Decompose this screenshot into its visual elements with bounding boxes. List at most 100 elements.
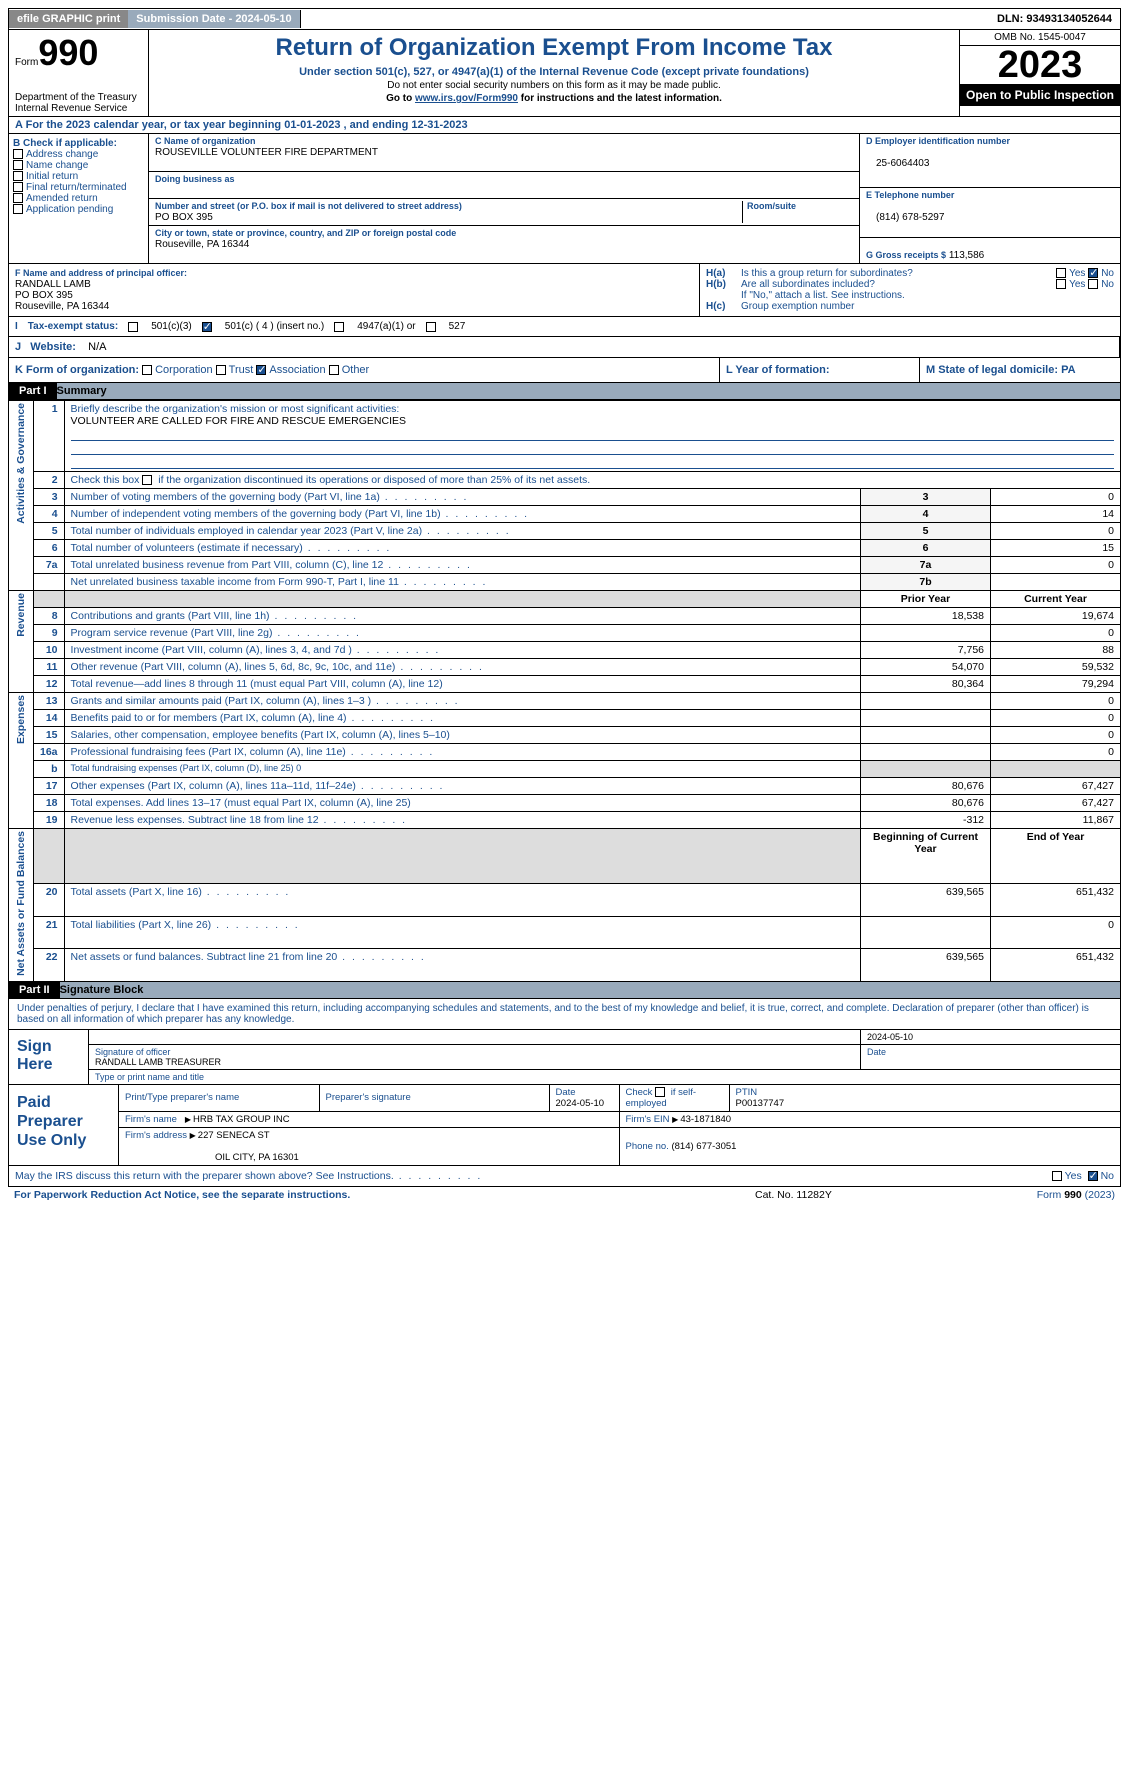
c14: 0 [991, 710, 1121, 727]
p14 [861, 710, 991, 727]
form-subtitle: Under section 501(c), 527, or 4947(a)(1)… [157, 66, 951, 78]
pra-notice: For Paperwork Reduction Act Notice, see … [14, 1189, 755, 1201]
l10: Investment income (Part VIII, column (A)… [64, 642, 860, 659]
chk-501c3[interactable] [128, 322, 138, 332]
dln: DLN: 93493134052644 [997, 13, 1120, 25]
chk-trust[interactable] [216, 365, 226, 375]
line-a-text: For the 2023 calendar year, or tax year … [26, 119, 468, 131]
chk-discuss-yes[interactable] [1052, 1171, 1062, 1181]
v3: 0 [991, 489, 1121, 506]
te-501c3: 501(c)(3) [151, 321, 192, 332]
discuss-row: May the IRS discuss this return with the… [8, 1166, 1121, 1187]
discuss-text: May the IRS discuss this return with the… [15, 1170, 1052, 1182]
gross-label: G Gross receipts $ [866, 250, 946, 260]
chk-527[interactable] [426, 322, 436, 332]
firm-phone-label: Phone no. [626, 1141, 669, 1152]
chk-ha-no[interactable] [1088, 268, 1098, 278]
line-a: A For the 2023 calendar year, or tax yea… [8, 117, 1121, 134]
website-row: J Website: N/A [8, 337, 1121, 358]
sig-date-label: Date [867, 1047, 886, 1057]
pt-self-emp: Check if self-employed [626, 1087, 697, 1109]
line-l: L Year of formation: [720, 358, 920, 382]
prior-year-hdr: Prior Year [861, 591, 991, 608]
k-trust: Trust [229, 364, 254, 376]
officer-street: PO BOX 395 [15, 290, 73, 301]
chk-501c[interactable] [202, 322, 212, 332]
p16a [861, 744, 991, 761]
org-name: ROUSEVILLE VOLUNTEER FIRE DEPARTMENT [155, 147, 378, 158]
l1-label: Briefly describe the organization's miss… [71, 403, 400, 415]
pt-sig-label: Preparer's signature [326, 1092, 411, 1103]
b21 [861, 916, 991, 948]
e21: 0 [991, 916, 1121, 948]
l22: Net assets or fund balances. Subtract li… [64, 949, 860, 982]
opt-amended-return: Amended return [26, 193, 98, 204]
c13: 0 [991, 693, 1121, 710]
signature-block: Under penalties of perjury, I declare th… [8, 999, 1121, 1085]
l11: Other revenue (Part VIII, column (A), li… [64, 659, 860, 676]
chk-final-return[interactable] [13, 182, 23, 192]
pt-date-label: Date [556, 1087, 576, 1098]
chk-other[interactable] [329, 365, 339, 375]
paid-preparer-label: Paid Preparer Use Only [9, 1085, 119, 1165]
chk-self-emp[interactable] [655, 1087, 665, 1097]
c16a: 0 [991, 744, 1121, 761]
summary-table: Activities & Governance 1 Briefly descri… [8, 400, 1121, 982]
v7b [991, 574, 1121, 591]
room-label: Room/suite [747, 201, 796, 211]
chk-hb-no[interactable] [1088, 279, 1098, 289]
k-other: Other [342, 364, 370, 376]
form-prefix: Form [15, 57, 38, 68]
goto-text: Go to [386, 93, 415, 104]
street: PO BOX 395 [155, 212, 213, 223]
chk-amended-return[interactable] [13, 193, 23, 203]
irs-link[interactable]: www.irs.gov/Form990 [415, 93, 518, 104]
c8: 19,674 [991, 608, 1121, 625]
phone-label: E Telephone number [866, 190, 954, 200]
chk-l2[interactable] [142, 475, 152, 485]
l17: Other expenses (Part IX, column (A), lin… [64, 778, 860, 795]
dba-label: Doing business as [155, 174, 235, 184]
chk-initial-return[interactable] [13, 171, 23, 181]
l8: Contributions and grants (Part VIII, lin… [64, 608, 860, 625]
firm-addr-label: Firm's address [125, 1130, 187, 1141]
b20: 639,565 [861, 884, 991, 916]
instructions-link-row: Go to www.irs.gov/Form990 for instructio… [157, 93, 951, 104]
box-f: F Name and address of principal officer:… [9, 264, 700, 316]
efile-print-btn[interactable]: efile GRAPHIC print [9, 10, 128, 28]
chk-address-change[interactable] [13, 149, 23, 159]
chk-ha-yes[interactable] [1056, 268, 1066, 278]
chk-corp[interactable] [142, 365, 152, 375]
opt-app-pending: Application pending [26, 204, 113, 215]
tab-net-assets: Net Assets or Fund Balances [9, 829, 34, 982]
line-m: M State of legal domicile: PA [920, 358, 1120, 382]
city-label: City or town, state or province, country… [155, 228, 456, 238]
form-number: 990 [38, 32, 98, 73]
chk-name-change[interactable] [13, 160, 23, 170]
opt-address-change: Address change [26, 149, 98, 160]
c17: 67,427 [991, 778, 1121, 795]
open-to-public: Open to Public Inspection [960, 84, 1120, 106]
chk-assoc[interactable] [256, 365, 266, 375]
sig-date: 2024-05-10 [860, 1030, 1120, 1045]
form-id-cell: Form990 Department of the Treasury Inter… [9, 30, 149, 116]
chk-discuss-no[interactable] [1088, 1171, 1098, 1181]
e22: 651,432 [991, 949, 1121, 982]
l5: Total number of individuals employed in … [64, 523, 860, 540]
part2-title: Signature Block [60, 982, 1120, 998]
p12: 80,364 [861, 676, 991, 693]
org-name-label: C Name of organization [155, 136, 256, 146]
chk-hb-yes[interactable] [1056, 279, 1066, 289]
l2: Check this box if the organization disco… [71, 474, 591, 486]
firm-addr1: 227 SENECA ST [198, 1130, 270, 1141]
p15 [861, 727, 991, 744]
l1-value: VOLUNTEER ARE CALLED FOR FIRE AND RESCUE… [71, 415, 407, 427]
chk-app-pending[interactable] [13, 204, 23, 214]
firm-ein: 43-1871840 [680, 1114, 731, 1125]
v4: 14 [991, 506, 1121, 523]
l14: Benefits paid to or for members (Part IX… [64, 710, 860, 727]
chk-4947[interactable] [334, 322, 344, 332]
l4: Number of independent voting members of … [64, 506, 860, 523]
city: Rouseville, PA 16344 [155, 239, 249, 250]
e20: 651,432 [991, 884, 1121, 916]
